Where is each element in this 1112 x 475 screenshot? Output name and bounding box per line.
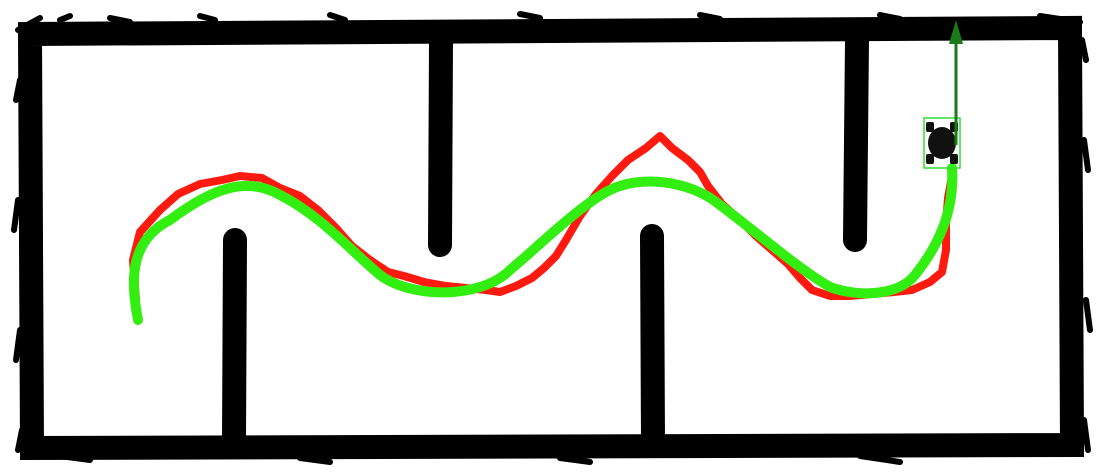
robot-bounding-box (923, 117, 961, 169)
robot-wheel-front-left (926, 122, 934, 132)
wall-top-right (843, 28, 869, 252)
robot-wheel-rear-right (950, 154, 958, 164)
robot-marker (923, 117, 961, 169)
planned-path (128, 163, 958, 325)
wall-top-left (428, 28, 453, 257)
heading-arrow-icon (949, 20, 963, 145)
outer-wall (17, 15, 1085, 461)
robot-wheel-rear-left (926, 154, 934, 164)
robot-body (928, 127, 956, 159)
wall-bottom-left (222, 228, 247, 452)
outer-wall-texture (11, 11, 1093, 465)
maze-walls (11, 11, 1093, 465)
wall-bottom-right (640, 224, 665, 452)
